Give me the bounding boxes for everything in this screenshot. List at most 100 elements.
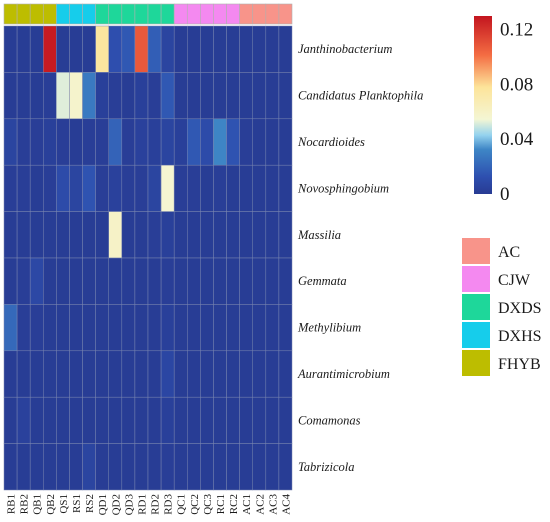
heatmap-cells	[3, 25, 293, 491]
row-labels: Janthinobacterium Candidatus Planktophila…	[297, 42, 423, 474]
group-bar-cell	[239, 3, 254, 25]
heatmap-cell	[16, 443, 31, 491]
heatmap-cell	[56, 304, 70, 352]
heatmap-cell	[160, 257, 175, 305]
heatmap-cell	[69, 257, 83, 305]
heatmap-cell	[213, 396, 227, 444]
heatmap-cell	[239, 164, 253, 212]
heatmap-cell	[187, 443, 201, 491]
heatmap-cell	[213, 72, 227, 120]
heatmap-cell	[3, 72, 18, 120]
heatmap-cell	[69, 304, 83, 352]
column-label: QB2	[45, 494, 57, 515]
heatmap-cell	[187, 211, 201, 259]
heatmap-cell	[239, 443, 253, 491]
heatmap-cell	[278, 72, 293, 120]
heatmap-cell	[239, 25, 253, 73]
heatmap-cell	[147, 350, 162, 398]
group-bar-cell	[252, 3, 267, 25]
heatmap-cell	[265, 72, 280, 120]
heatmap-cell	[3, 304, 18, 352]
heatmap-cell	[147, 211, 162, 259]
heatmap-cell	[95, 164, 109, 212]
heatmap-cell	[121, 396, 136, 444]
heatmap-cell	[265, 164, 280, 212]
heatmap-cell	[43, 396, 57, 444]
heatmap-cell	[147, 25, 162, 73]
heatmap-cell	[3, 350, 18, 398]
legend-label: FHYB	[498, 356, 541, 373]
group-bar-cell	[16, 3, 31, 25]
heatmap-cell	[3, 443, 18, 491]
legend-swatch	[462, 322, 490, 348]
heatmap-cell	[134, 72, 149, 120]
heatmap-cell	[43, 304, 57, 352]
heatmap-cell	[56, 164, 70, 212]
heatmap-cell	[200, 443, 214, 491]
heatmap-cell	[82, 396, 96, 444]
heatmap-cell	[147, 443, 162, 491]
heatmap-cell	[29, 304, 44, 352]
heatmap-cell	[173, 443, 188, 491]
colorbar-tick-label: 0.12	[500, 20, 533, 41]
heatmap-cell	[278, 118, 293, 166]
heatmap-cell	[278, 396, 293, 444]
group-bar-cell	[226, 3, 240, 25]
group-bar-cell	[213, 3, 227, 25]
heatmap-cell	[226, 443, 240, 491]
heatmap-cell	[226, 304, 240, 352]
heatmap-cell	[121, 211, 136, 259]
heatmap-cell	[134, 350, 149, 398]
heatmap-cell	[278, 25, 293, 73]
heatmap-cell	[200, 72, 214, 120]
heatmap-cell	[95, 211, 109, 259]
group-bar-cell	[69, 3, 83, 25]
heatmap-cell	[239, 118, 253, 166]
column-label: QC3	[202, 494, 214, 515]
heatmap-cell	[16, 164, 31, 212]
heatmap-cell	[82, 443, 96, 491]
legend-swatch	[462, 238, 490, 264]
heatmap-cell	[200, 164, 214, 212]
heatmap-cell	[278, 304, 293, 352]
heatmap-cell	[187, 72, 201, 120]
heatmap-cell	[82, 25, 96, 73]
heatmap-cell	[95, 257, 109, 305]
column-label: QB1	[32, 494, 44, 515]
group-bar-cell	[160, 3, 175, 25]
heatmap-cell	[173, 211, 188, 259]
heatmap-cell	[134, 257, 149, 305]
heatmap-cell	[69, 211, 83, 259]
group-bar-cell	[186, 3, 201, 25]
column-label: RS1	[71, 494, 83, 513]
heatmap-cell	[239, 257, 253, 305]
heatmap-cell	[121, 304, 136, 352]
heatmap-cell	[278, 164, 293, 212]
legend-swatch	[462, 294, 490, 320]
heatmap-cell	[108, 25, 123, 73]
heatmap-cell	[29, 25, 44, 73]
heatmap-cell	[69, 396, 83, 444]
colorbar	[474, 16, 492, 194]
heatmap-cell	[108, 211, 123, 259]
heatmap-cell	[134, 443, 149, 491]
group-bar-cell	[278, 3, 293, 25]
heatmap-cell	[173, 396, 188, 444]
row-label: Nocardioides	[297, 135, 365, 149]
heatmap-cell	[200, 25, 214, 73]
heatmap-cell	[160, 164, 175, 212]
column-label: RD1	[136, 494, 148, 515]
heatmap-cell	[56, 350, 70, 398]
heatmap-cell	[29, 118, 44, 166]
heatmap-cell	[69, 350, 83, 398]
group-bar-cell	[82, 3, 96, 25]
group-bar-cell	[147, 3, 162, 25]
heatmap-cell	[56, 211, 70, 259]
heatmap-cell	[239, 350, 253, 398]
heatmap-cell	[200, 396, 214, 444]
row-label: Candidatus Planktophila	[298, 89, 423, 103]
group-bar-cell	[29, 3, 44, 25]
heatmap-cell	[160, 72, 175, 120]
heatmap-cell	[108, 164, 123, 212]
heatmap-cell	[43, 118, 57, 166]
